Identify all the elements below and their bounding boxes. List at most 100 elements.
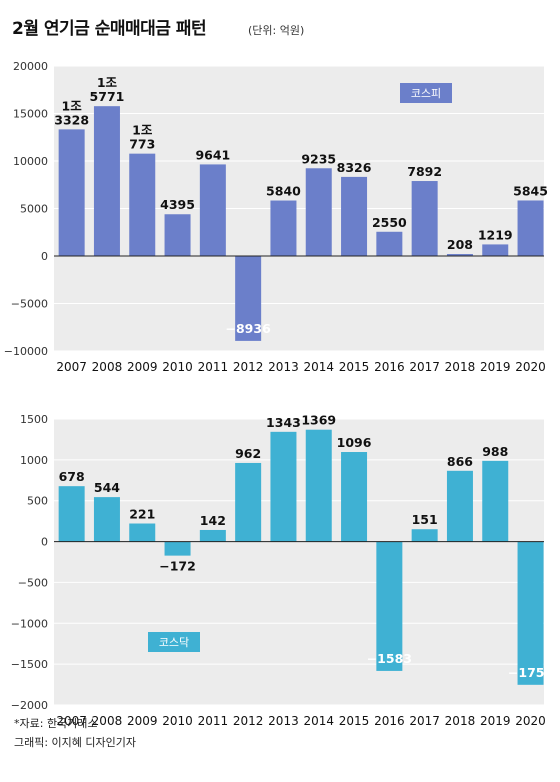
chart1-value-label: 1조: [62, 98, 83, 113]
chart1-y-tick-label: 20000: [13, 60, 48, 73]
chart2-x-tick-label: 2013: [268, 714, 299, 728]
chart1-bar: [376, 231, 403, 256]
chart2-x-tick-label: 2017: [409, 714, 440, 728]
chart1-value-label: 9641: [195, 147, 230, 162]
chart1-series-badge: [400, 83, 452, 103]
chart2-x-tick-label: 2009: [127, 714, 158, 728]
chart1-value-label: 4395: [160, 197, 195, 212]
chart1-bar: [411, 181, 438, 256]
chart1-value-label: 773: [129, 137, 155, 152]
chart1-x-tick-label: 2013: [268, 360, 299, 374]
chart2-value-label: 1369: [301, 413, 336, 428]
chart1-bar: [305, 168, 332, 256]
chart1-y-tick-label: −10000: [4, 345, 48, 358]
chart1-value-label: 1219: [478, 227, 513, 242]
chart1-bar: [446, 254, 473, 256]
chart2-value-label: −1583: [367, 651, 412, 666]
chart1-x-tick-label: 2020: [515, 360, 546, 374]
chart2-y-tick-label: −1000: [11, 617, 48, 630]
chart1-bar: [341, 176, 368, 256]
chart2-bar: [411, 529, 438, 542]
chart1-series-badge-label: 코스피: [411, 87, 441, 100]
chart2-x-tick-label: 2019: [480, 714, 511, 728]
chart1-x-tick-label: 2017: [409, 360, 440, 374]
chart2-bar: [58, 486, 85, 542]
chart2-value-label: −1753: [508, 665, 553, 680]
chart2-value-label: −172: [159, 559, 196, 574]
chart1-y-tick-label: 0: [41, 250, 48, 263]
chart1-bar: [482, 244, 509, 256]
chart1-x-tick-label: 2007: [56, 360, 87, 374]
chart2-series-badge: [148, 632, 200, 652]
chart1-value-label: 208: [447, 237, 473, 252]
chart1-y-tick-label: 5000: [20, 203, 48, 216]
chart1-value-label: 1조: [97, 75, 118, 90]
chart1-bar: [58, 129, 85, 256]
chart1-bar: [235, 256, 262, 341]
chart1-y-tick-label: 10000: [13, 155, 48, 168]
chart1-value-label: 3328: [54, 112, 89, 127]
chart2-bar: [446, 470, 473, 542]
chart1-value-label: 2550: [372, 215, 407, 230]
chart2-value-label: 151: [412, 512, 438, 527]
chart2-x-tick-label: 2012: [233, 714, 264, 728]
chart1-value-label: 5840: [266, 184, 301, 199]
chart2-y-tick-label: −1500: [11, 658, 48, 671]
chart1-x-tick-label: 2012: [233, 360, 264, 374]
chart2-x-tick-label: 2011: [198, 714, 229, 728]
chart2-x-tick-label: 2014: [303, 714, 334, 728]
chart1-x-tick-label: 2011: [198, 360, 229, 374]
credit-note: 그래픽: 이지혜 디자인기자: [14, 736, 137, 749]
chart2-bar: [482, 460, 509, 542]
chart1-x-tick-label: 2019: [480, 360, 511, 374]
chart2-y-tick-label: −2000: [11, 699, 48, 712]
chart2-x-tick-label: 2020: [515, 714, 546, 728]
chart2-bar: [164, 541, 191, 556]
chart2-bar: [305, 429, 332, 542]
chart1-x-tick-label: 2008: [92, 360, 123, 374]
chart2-bar: [270, 431, 297, 542]
chart2-value-label: 988: [482, 444, 508, 459]
chart1-bar: [129, 153, 156, 256]
chart2-bar: [93, 497, 120, 542]
chart1-bar: [270, 200, 297, 256]
chart2-y-tick-label: 1000: [20, 454, 48, 467]
source-note: *자료: 한국거래소: [14, 717, 98, 730]
chart2-x-tick-label: 2007: [56, 714, 87, 728]
chart1-x-tick-label: 2018: [445, 360, 476, 374]
chart1-x-tick-label: 2015: [339, 360, 370, 374]
chart2-value-label: 142: [200, 513, 226, 528]
chart2-series-badge-label: 코스닥: [159, 636, 189, 649]
chart2-value-label: 544: [94, 480, 120, 495]
chart1-value-label: −8936: [226, 321, 272, 336]
chart1-value-label: 7892: [407, 164, 442, 179]
chart2-x-tick-label: 2018: [445, 714, 476, 728]
chart1-bar: [199, 164, 226, 256]
chart2-value-label: 1096: [337, 435, 372, 450]
unit-label: (단위: 억원): [248, 24, 305, 37]
chart1-bar: [93, 106, 120, 256]
chart1-x-tick-label: 2014: [303, 360, 334, 374]
chart2-value-label: 962: [235, 446, 261, 461]
chart2-x-tick-label: 2016: [374, 714, 405, 728]
chart1-y-tick-label: 15000: [13, 108, 48, 121]
chart2-y-tick-label: 0: [41, 536, 48, 549]
chart1-x-tick-label: 2016: [374, 360, 405, 374]
chart2-bar: [235, 462, 262, 542]
chart2-y-tick-label: −500: [18, 576, 48, 589]
chart2-x-tick-label: 2008: [92, 714, 123, 728]
chart2-bar: [376, 541, 403, 671]
chart1-bar: [517, 200, 544, 256]
chart1-value-label: 5771: [90, 89, 125, 104]
chart1-x-tick-label: 2009: [127, 360, 158, 374]
chart2-x-tick-label: 2015: [339, 714, 370, 728]
chart2-plot-area: [54, 419, 544, 705]
chart2-bar: [129, 523, 156, 542]
chart2-y-tick-label: 1500: [20, 413, 48, 426]
chart1-x-tick-label: 2010: [162, 360, 193, 374]
chart2-bar: [199, 529, 226, 542]
chart2-x-tick-label: 2010: [162, 714, 193, 728]
chart2-y-tick-label: 500: [27, 495, 48, 508]
chart1-value-label: 1조: [132, 123, 153, 138]
